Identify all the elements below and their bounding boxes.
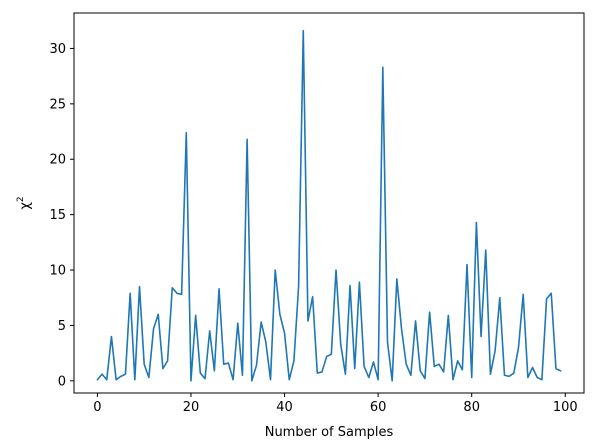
x-axis-ticks: 0 20 40 60 80 100 xyxy=(93,393,578,415)
y-axis-label: χ2 xyxy=(16,196,33,209)
x-tick-label: 100 xyxy=(553,400,578,415)
x-tick-label: 40 xyxy=(276,400,293,415)
x-axis-label: Number of Samples xyxy=(265,425,394,440)
y-tick-label: 10 xyxy=(49,264,66,279)
y-tick-label: 5 xyxy=(58,319,66,334)
axes-frame xyxy=(73,12,585,394)
y-tick-label: 0 xyxy=(58,374,66,389)
plot-area xyxy=(74,13,584,393)
y-tick-label: 15 xyxy=(49,208,66,223)
y-axis-label-superscript: 2 xyxy=(16,196,26,202)
y-tick-label: 25 xyxy=(49,97,66,112)
chi-squared-series-line xyxy=(96,29,562,382)
x-tick-label: 60 xyxy=(370,400,387,415)
x-tick-label: 0 xyxy=(93,400,101,415)
x-tick-label: 20 xyxy=(183,400,200,415)
x-tick-label: 80 xyxy=(463,400,480,415)
y-axis-ticks: 0 5 10 15 20 25 30 xyxy=(49,42,74,389)
y-tick-label: 30 xyxy=(49,42,66,57)
y-tick-label: 20 xyxy=(49,153,66,168)
y-axis-label-base: χ xyxy=(18,202,33,210)
